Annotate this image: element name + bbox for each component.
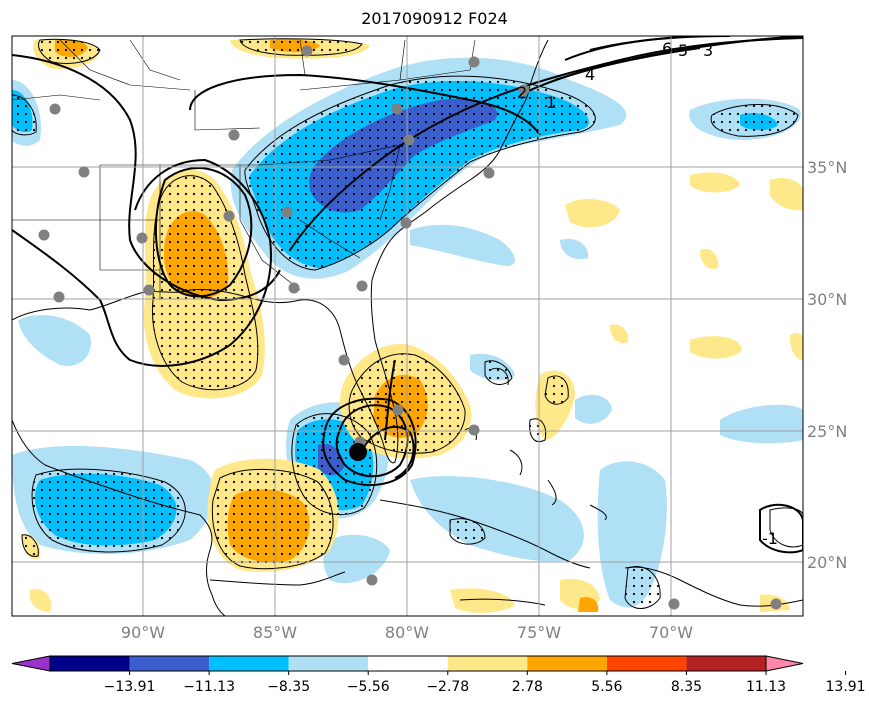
contour-label: 3	[703, 41, 713, 60]
contour-label: 6	[662, 39, 672, 58]
map-title: 2017090912 F024	[361, 9, 508, 28]
colorbar-tick-label: 8.35	[671, 679, 702, 695]
station-marker	[49, 103, 61, 115]
colorbar-swatch	[368, 656, 448, 671]
longitude-labels: 90°W 85°W 80°W 75°W 70°W	[121, 623, 693, 642]
contour-label: 4	[585, 65, 595, 84]
station-marker	[338, 354, 350, 366]
graticule	[12, 36, 803, 616]
lon-label-85w: 85°W	[253, 623, 297, 642]
station-marker	[53, 291, 65, 303]
colorbar-tick-label: 5.56	[591, 679, 622, 695]
station-marker	[468, 424, 480, 436]
colorbar-frame	[49, 655, 767, 672]
station-marker	[301, 45, 313, 57]
station-marker	[770, 598, 782, 610]
colorbar-tick-label: 11.13	[746, 679, 786, 695]
latitude-labels: 35°N 30°N 25°N 20°N	[807, 158, 847, 572]
station-marker	[483, 167, 495, 179]
station-marker	[228, 129, 240, 141]
station-marker	[366, 574, 378, 586]
storm-center-marker	[349, 443, 367, 461]
lat-label-30n: 30°N	[807, 290, 847, 309]
map-panel: 6 5 4 3 2 1 -1	[12, 36, 803, 616]
colorbar-swatch	[447, 656, 528, 671]
colorbar-tick-label: −13.91	[104, 679, 156, 695]
station-marker	[518, 84, 530, 96]
colorbar-tick-label: 2.78	[512, 679, 543, 695]
lat-label-20n: 20°N	[807, 553, 847, 572]
station-marker	[78, 166, 90, 178]
colorbar-tick-label: −5.56	[347, 679, 390, 695]
station-marker	[392, 404, 404, 416]
station-marker	[288, 282, 300, 294]
station-marker	[143, 284, 155, 296]
contour-label: 5	[678, 41, 688, 60]
contour-labels: 6 5 4 3 2 1 -1	[517, 39, 778, 548]
colorbar-extend-low	[11, 655, 51, 672]
contour-label: 1	[546, 93, 556, 112]
colorbar-swatch	[527, 656, 607, 671]
station-marker	[38, 229, 50, 241]
lon-label-75w: 75°W	[517, 623, 561, 642]
coastlines	[12, 39, 803, 616]
colorbar-swatch	[209, 656, 289, 671]
station-markers	[38, 45, 782, 610]
colorbar-tick-label: 13.91	[826, 679, 866, 695]
colorbar-swatch	[606, 656, 687, 671]
map-frame	[11, 35, 804, 617]
colorbar-swatch	[50, 656, 130, 671]
station-marker	[281, 206, 293, 218]
colorbar-swatch	[686, 656, 766, 671]
lon-label-90w: 90°W	[121, 623, 165, 642]
colorbar-tick-label: −11.13	[183, 679, 235, 695]
station-marker	[668, 598, 680, 610]
lat-label-35n: 35°N	[807, 158, 847, 177]
colorbar-swatch	[288, 656, 369, 671]
station-marker	[400, 217, 412, 229]
lon-label-70w: 70°W	[649, 623, 693, 642]
colorbar-tick-label: −2.78	[426, 679, 469, 695]
colorbar-swatch	[129, 656, 210, 671]
station-marker	[403, 134, 415, 146]
station-marker	[468, 56, 480, 68]
lon-label-80w: 80°W	[385, 623, 429, 642]
colorbar-tick-label: −8.35	[267, 679, 310, 695]
station-marker	[136, 232, 148, 244]
station-marker	[223, 210, 235, 222]
lat-label-25n: 25°N	[807, 422, 847, 441]
colorbar-extend-high	[765, 655, 804, 672]
contour-label: -1	[762, 529, 778, 548]
station-marker	[391, 103, 403, 115]
station-marker	[356, 280, 368, 292]
contour-label: 2	[517, 83, 527, 102]
colorbar: −13.91 −11.13 −8.35 −5.56 −2.78 2.78 5.56 8.35 1…	[11, 655, 866, 695]
